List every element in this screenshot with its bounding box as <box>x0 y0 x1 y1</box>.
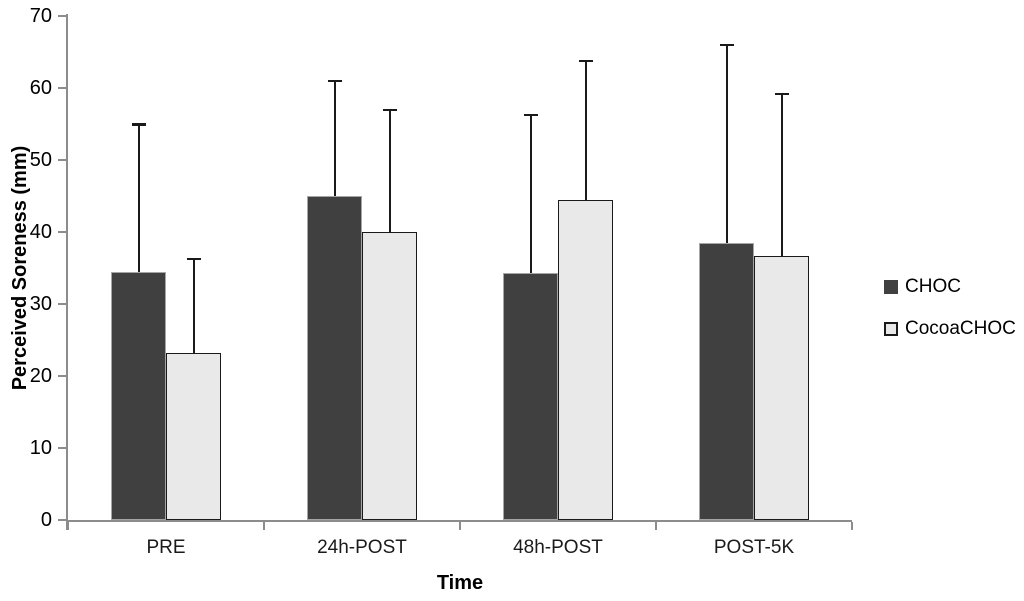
legend-label-cocoachoc: CocoaCHOC <box>905 318 1016 339</box>
x-category-label-24h-post: 24h-POST <box>317 537 407 558</box>
error-cap-cocoachoc-24h-post <box>382 108 397 112</box>
y-tick-label-0: 0 <box>40 509 52 531</box>
y-tick-label-30: 30 <box>29 293 52 315</box>
error-bar-choc-post-5k <box>725 44 728 243</box>
y-tick-70 <box>58 15 66 17</box>
y-tick-50 <box>58 159 66 161</box>
bar-cocoachoc-pre <box>166 352 221 520</box>
error-cap-cocoachoc-pre <box>186 257 201 261</box>
error-cap-choc-pre <box>131 123 146 126</box>
x-tick-3 <box>655 522 657 530</box>
bar-choc-48h-post <box>503 273 558 520</box>
bar-choc-24h-post <box>307 196 362 520</box>
x-category-label-post-5k: POST-5K <box>713 537 795 558</box>
x-category-label-48h-post: 48h-POST <box>513 537 603 558</box>
error-bar-choc-48h-post <box>529 114 532 274</box>
error-cap-choc-post-5k <box>719 43 734 47</box>
x-category-label-pre: PRE <box>146 537 186 558</box>
y-tick-label-20: 20 <box>29 365 52 387</box>
y-tick-label-60: 60 <box>29 77 52 99</box>
legend-item-cocoachoc: CocoaCHOC <box>884 318 1016 340</box>
error-cap-cocoachoc-post-5k <box>774 92 789 96</box>
x-axis-line <box>66 520 852 522</box>
legend-marker-choc <box>884 280 898 294</box>
error-cap-choc-48h-post <box>523 113 538 117</box>
y-tick-label-70: 70 <box>29 5 52 27</box>
y-tick-30 <box>58 303 66 305</box>
y-axis-line <box>66 14 68 530</box>
bar-cocoachoc-48h-post <box>558 199 613 520</box>
legend-marker-cocoachoc <box>884 322 898 336</box>
y-tick-40 <box>58 231 66 233</box>
error-bar-cocoachoc-24h-post <box>388 109 391 232</box>
legend: CHOC CocoaCHOC <box>884 276 1016 340</box>
bar-cocoachoc-post-5k <box>754 255 809 520</box>
bar-cocoachoc-24h-post <box>362 232 417 520</box>
error-bar-cocoachoc-48h-post <box>584 60 587 200</box>
y-tick-10 <box>58 447 66 449</box>
x-tick-2 <box>459 522 461 530</box>
error-bar-cocoachoc-post-5k <box>780 93 783 256</box>
bar-choc-post-5k <box>699 242 754 520</box>
bar-choc-pre <box>111 271 166 520</box>
x-tick-0 <box>67 522 69 530</box>
y-tick-label-50: 50 <box>29 149 52 171</box>
y-tick-label-10: 10 <box>29 437 52 459</box>
error-cap-choc-24h-post <box>327 79 342 83</box>
legend-label-choc: CHOC <box>905 276 961 297</box>
y-tick-20 <box>58 375 66 377</box>
error-bar-choc-24h-post <box>333 80 336 196</box>
error-cap-cocoachoc-48h-post <box>578 59 593 63</box>
y-tick-0 <box>58 519 66 521</box>
error-bar-choc-pre <box>137 124 140 272</box>
x-tick-4 <box>851 522 853 530</box>
y-tick-60 <box>58 87 66 89</box>
legend-item-choc: CHOC <box>884 276 1016 298</box>
error-bar-cocoachoc-pre <box>192 258 195 353</box>
x-axis-title: Time <box>436 572 484 594</box>
y-tick-label-40: 40 <box>29 221 52 243</box>
x-tick-1 <box>263 522 265 530</box>
